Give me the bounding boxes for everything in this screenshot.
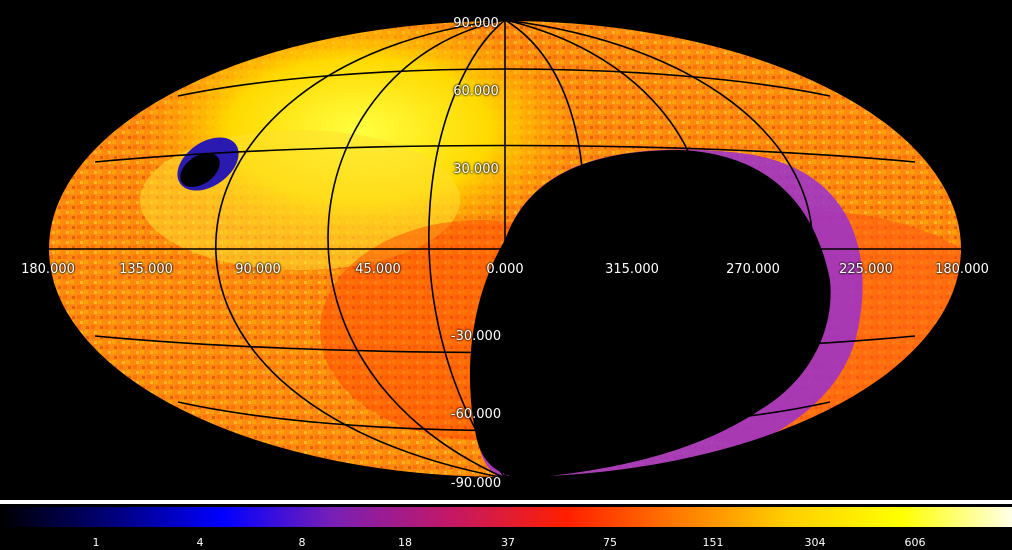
lon-label: 135.000: [119, 262, 173, 277]
lon-label: 180.000: [935, 262, 989, 277]
lat-label: -30.000: [450, 329, 502, 344]
colorbar-tick: 4: [196, 536, 204, 549]
lat-label: 30.000: [453, 162, 499, 177]
lon-label: 90.000: [235, 262, 281, 277]
colorbar-tick: 1: [92, 536, 100, 549]
separator: [0, 500, 1012, 504]
graticule: [47, 19, 963, 479]
lon-label: 315.000: [605, 262, 659, 277]
sky-map: [47, 19, 963, 479]
colorbar-tick: 18: [398, 536, 412, 549]
lat-label: -60.000: [450, 407, 502, 422]
colorbar-tick: 8: [298, 536, 306, 549]
lon-label: 180.000: [21, 262, 75, 277]
colorbar-tick: 606: [904, 536, 926, 549]
lon-label: 225.000: [839, 262, 893, 277]
unobserved-region: [469, 150, 831, 478]
colorbar-tick: 75: [603, 536, 617, 549]
lon-label: 45.000: [355, 262, 401, 277]
lat-label: -90.000: [450, 476, 502, 491]
lon-label: 270.000: [726, 262, 780, 277]
lat-label: 90.000: [453, 16, 499, 31]
lon-label: 0.000: [486, 262, 524, 277]
colorbar-tick: 151: [702, 536, 724, 549]
lat-label: 60.000: [453, 84, 499, 99]
colorbar-tick: 37: [501, 536, 515, 549]
colorbar: [0, 507, 1012, 527]
dark-spot: [177, 137, 239, 191]
colorbar-tick: 304: [804, 536, 826, 549]
